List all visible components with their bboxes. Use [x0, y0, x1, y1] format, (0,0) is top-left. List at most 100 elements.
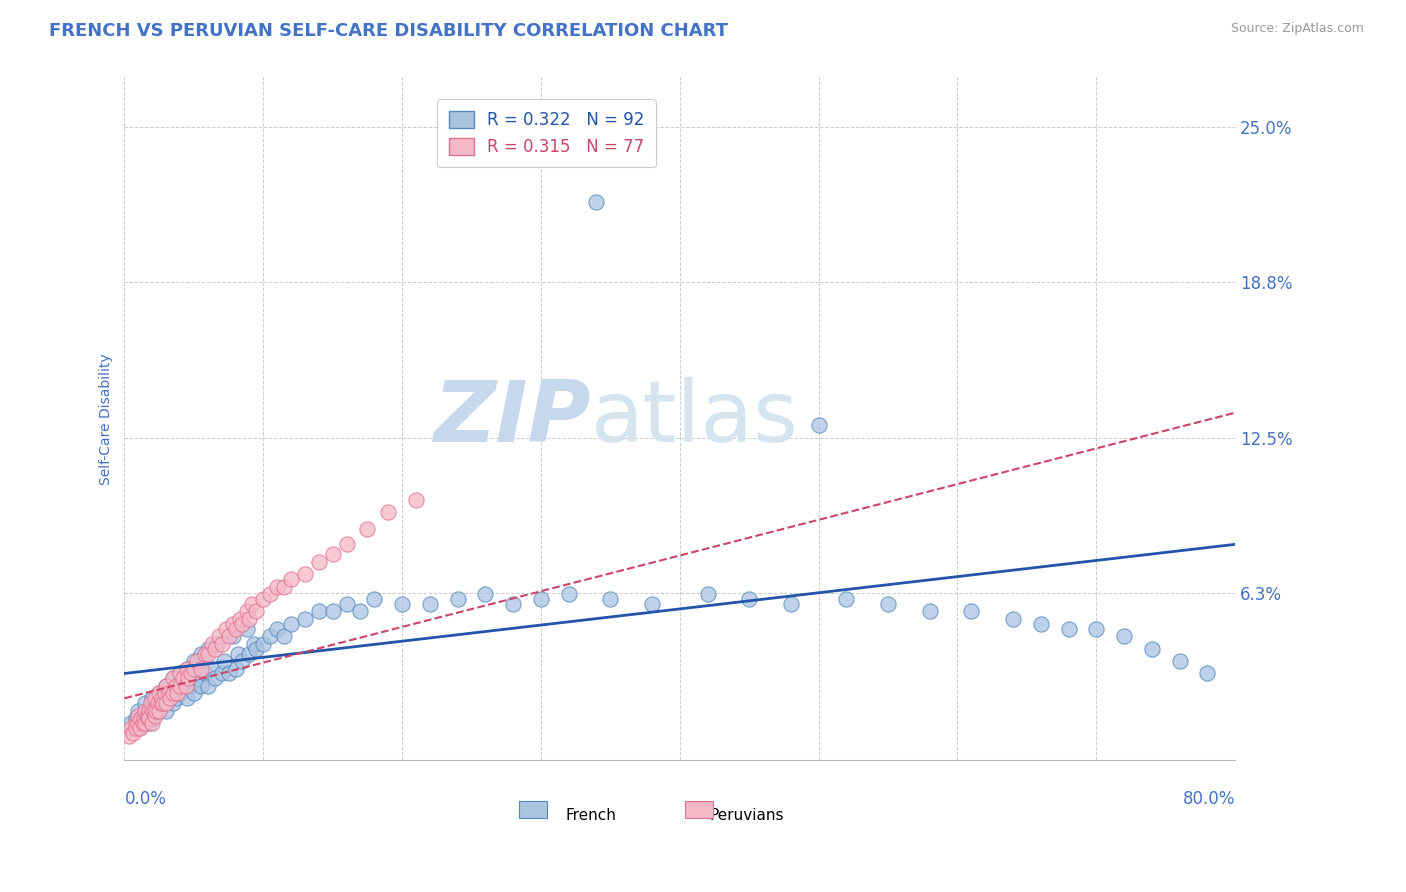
Point: [162, 696, 184, 710]
Point: [129, 711, 152, 725]
Point: [194, 647, 217, 661]
Point: [228, 612, 250, 626]
Point: [162, 686, 184, 700]
Point: [131, 708, 153, 723]
Point: [235, 622, 257, 636]
Point: [211, 637, 233, 651]
Point: [322, 547, 344, 561]
Point: [159, 686, 181, 700]
Point: [214, 654, 236, 668]
Point: [173, 672, 195, 686]
Point: [138, 704, 160, 718]
Point: [186, 672, 208, 686]
Point: [259, 629, 281, 643]
Point: [186, 654, 208, 668]
Point: [207, 637, 229, 651]
Point: [169, 679, 191, 693]
Point: [349, 604, 371, 618]
Point: [336, 597, 359, 611]
Point: [190, 647, 212, 661]
Point: [169, 686, 191, 700]
Point: [1168, 654, 1191, 668]
Text: 80.0%: 80.0%: [1182, 790, 1234, 808]
Point: [172, 672, 194, 686]
Point: [120, 716, 142, 731]
Point: [145, 696, 167, 710]
Point: [150, 691, 173, 706]
Point: [1029, 616, 1052, 631]
Point: [134, 704, 156, 718]
Point: [120, 721, 142, 735]
Point: [474, 587, 496, 601]
Point: [235, 604, 257, 618]
Point: [447, 591, 470, 606]
Point: [176, 691, 198, 706]
Point: [155, 679, 177, 693]
Point: [127, 708, 149, 723]
Point: [242, 637, 264, 651]
Point: [127, 721, 149, 735]
Point: [222, 616, 245, 631]
Text: FRENCH VS PERUVIAN SELF-CARE DISABILITY CORRELATION CHART: FRENCH VS PERUVIAN SELF-CARE DISABILITY …: [49, 22, 728, 40]
Point: [1085, 622, 1108, 636]
Point: [204, 672, 226, 686]
Point: [157, 691, 180, 706]
Point: [226, 647, 249, 661]
Point: [222, 629, 245, 643]
Point: [152, 691, 174, 706]
Point: [273, 580, 295, 594]
Point: [172, 679, 194, 693]
Point: [127, 716, 149, 731]
Point: [215, 622, 238, 636]
Point: [141, 711, 163, 725]
Point: [197, 679, 219, 693]
Point: [877, 597, 900, 611]
Point: [174, 679, 197, 693]
Point: [960, 604, 983, 618]
Point: [502, 597, 524, 611]
Point: [162, 672, 184, 686]
Point: [197, 641, 219, 656]
Point: [131, 716, 153, 731]
Point: [273, 629, 295, 643]
Point: [208, 629, 231, 643]
Text: Peruvians: Peruvians: [709, 808, 783, 823]
Point: [918, 604, 941, 618]
Point: [177, 672, 200, 686]
Point: [148, 686, 170, 700]
Point: [136, 704, 159, 718]
Point: [149, 696, 172, 710]
Point: [197, 647, 219, 661]
Point: [835, 591, 858, 606]
Point: [169, 666, 191, 681]
Point: [1057, 622, 1080, 636]
Point: [696, 587, 718, 601]
Point: [377, 505, 399, 519]
Point: [157, 686, 180, 700]
Point: [336, 537, 359, 551]
Point: [145, 704, 167, 718]
Point: [135, 708, 157, 723]
FancyBboxPatch shape: [685, 801, 713, 819]
FancyBboxPatch shape: [519, 801, 547, 819]
Point: [142, 704, 165, 718]
Point: [132, 711, 155, 725]
Point: [266, 580, 288, 594]
Point: [134, 696, 156, 710]
Point: [183, 654, 205, 668]
Point: [1197, 666, 1219, 681]
Point: [143, 708, 166, 723]
Point: [294, 567, 316, 582]
Point: [294, 612, 316, 626]
Point: [322, 604, 344, 618]
Point: [419, 597, 441, 611]
Point: [190, 679, 212, 693]
Point: [141, 716, 163, 731]
Point: [121, 726, 143, 740]
Point: [117, 729, 139, 743]
Point: [356, 523, 378, 537]
Point: [266, 622, 288, 636]
Point: [530, 591, 553, 606]
Point: [585, 194, 607, 209]
Point: [308, 604, 330, 618]
